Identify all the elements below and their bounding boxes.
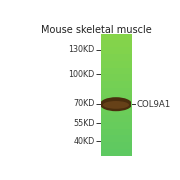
- Text: 70KD: 70KD: [73, 99, 95, 108]
- Text: 130KD: 130KD: [68, 45, 95, 54]
- Text: 55KD: 55KD: [73, 119, 95, 128]
- Text: COL9A1: COL9A1: [137, 100, 171, 109]
- Text: 100KD: 100KD: [68, 70, 95, 79]
- Text: Mouse skeletal muscle: Mouse skeletal muscle: [41, 25, 152, 35]
- Text: 40KD: 40KD: [73, 137, 95, 146]
